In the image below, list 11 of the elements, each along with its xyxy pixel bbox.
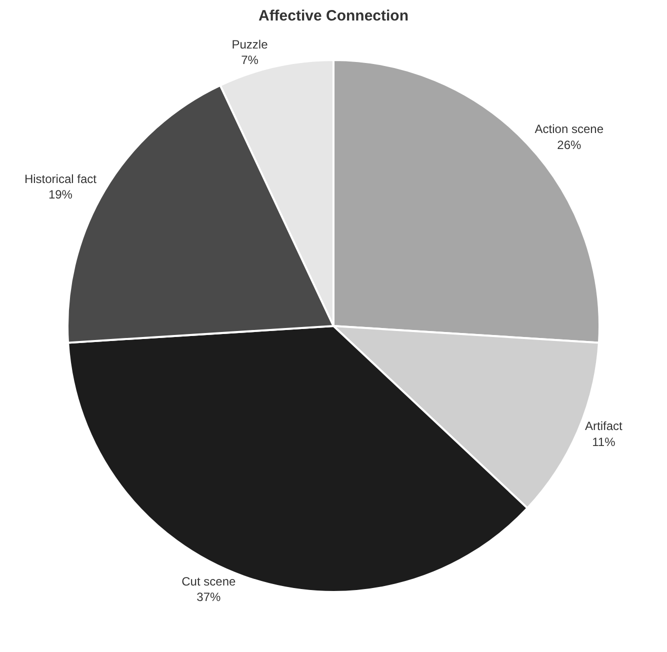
slice-label: Action scene: [534, 122, 604, 136]
chart-title: Affective Connection: [258, 7, 409, 24]
data-label: 37%: [196, 590, 221, 604]
slice-label: Puzzle: [232, 38, 268, 52]
slice-label: Artifact: [585, 419, 624, 434]
data-label: 11%: [592, 434, 616, 449]
data-label: 19%: [48, 188, 73, 202]
data-label: 26%: [557, 138, 582, 152]
slice-label: Historical fact: [24, 172, 98, 186]
data-label: 7%: [241, 53, 259, 68]
slice-label: Cut scene: [182, 574, 236, 589]
